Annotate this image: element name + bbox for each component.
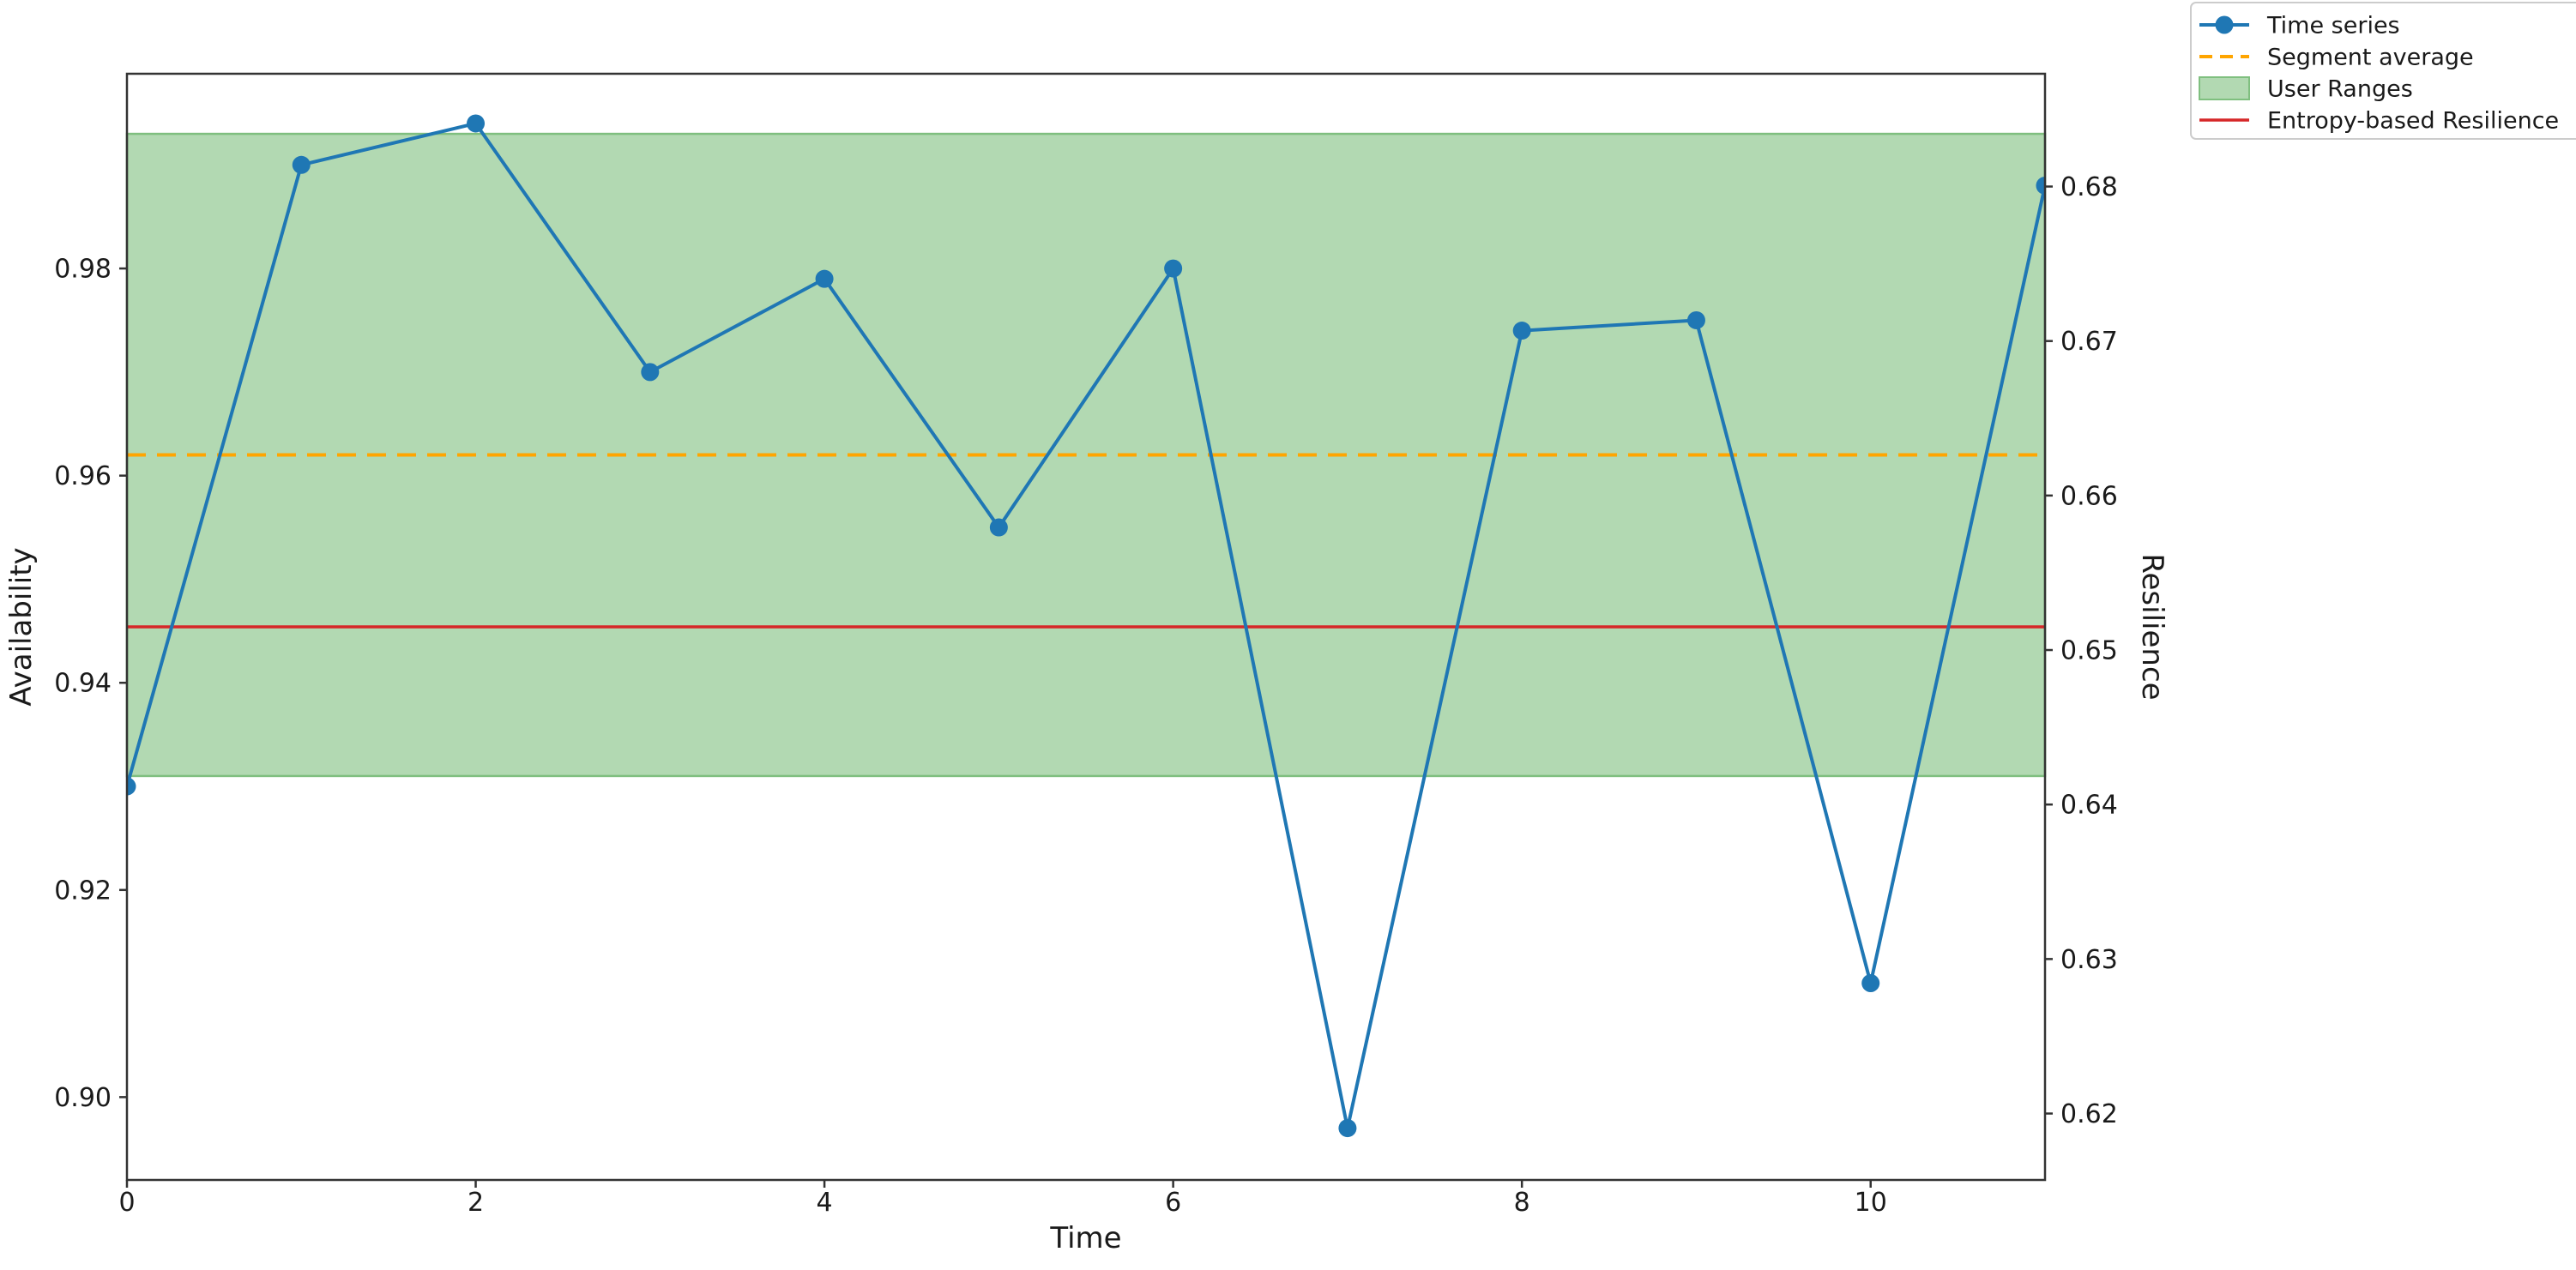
y-axis-label-left: Availability xyxy=(4,547,39,706)
time-series-layer xyxy=(127,114,2045,1138)
time-series-point-2 xyxy=(467,114,486,133)
legend-item-user-ranges: User Ranges xyxy=(2199,75,2413,102)
x-tick-label: 8 xyxy=(1514,1188,1530,1218)
axes-layer: 0 2 4 6 8 10 0.90 0.92 0.94 0.96 0.98 0.62 0.63 0.64 0… xyxy=(54,72,2118,1218)
x-tick-label: 4 xyxy=(817,1188,833,1218)
legend-item-label: Entropy-based Resilience xyxy=(2267,107,2559,134)
left-y-tick-label: 0.94 xyxy=(54,669,112,699)
right-y-tick-label: 0.62 xyxy=(2060,1099,2118,1129)
left-y-tick-label: 0.98 xyxy=(54,255,112,285)
time-series-point-7 xyxy=(1338,1119,1357,1138)
time-series-point-3 xyxy=(641,363,660,382)
right-y-tick-label: 0.65 xyxy=(2060,636,2118,666)
plot-border xyxy=(125,72,2047,1182)
x-tick-label: 10 xyxy=(1855,1188,1887,1218)
legend-item-label: Time series xyxy=(2266,12,2400,39)
legend: Time series Segment average User Ranges Ent… xyxy=(2190,2,2576,140)
legend-box xyxy=(2190,2,2576,140)
legend-item-label: User Ranges xyxy=(2267,75,2413,102)
y-axis-label-right: Resilience xyxy=(2135,553,2169,700)
time-series-point-10 xyxy=(1861,974,1880,993)
legend-item-entropy-based-resilience: Entropy-based Resilience xyxy=(2199,107,2559,134)
left-y-tick-label: 0.96 xyxy=(54,461,112,491)
reference-lines-layer xyxy=(127,453,2045,629)
time-series-point-1 xyxy=(292,155,311,174)
time-series-line xyxy=(127,121,2045,1130)
legend-patch-key xyxy=(2199,76,2250,100)
right-y-tick-label: 0.67 xyxy=(2060,327,2118,357)
legend-item-label: Segment average xyxy=(2267,44,2474,70)
x-tick-label: 0 xyxy=(118,1188,135,1218)
right-y-tick-label: 0.64 xyxy=(2060,791,2118,821)
time-series-point-8 xyxy=(1512,322,1531,340)
legend-item-segment-average: Segment average xyxy=(2199,44,2474,70)
time-series-point-0 xyxy=(127,777,136,796)
x-tick-label: 6 xyxy=(1165,1188,1181,1218)
time-series-point-11 xyxy=(2036,176,2045,195)
time-series-point-9 xyxy=(1686,310,1705,329)
right-y-tick-label: 0.66 xyxy=(2060,481,2118,511)
legend-marker-key xyxy=(2215,15,2234,34)
time-series-point-6 xyxy=(1164,259,1183,278)
x-tick-label: 2 xyxy=(468,1188,484,1218)
left-y-tick-label: 0.90 xyxy=(54,1083,112,1113)
x-axis-label: Time xyxy=(1049,1221,1121,1255)
legend-item-time-series: Time series xyxy=(2199,12,2400,39)
time-series-point-5 xyxy=(989,518,1008,537)
right-y-tick-label: 0.63 xyxy=(2060,945,2118,975)
left-y-tick-label: 0.92 xyxy=(54,876,112,906)
time-series-point-4 xyxy=(815,269,834,288)
right-y-tick-label: 0.68 xyxy=(2060,172,2118,202)
